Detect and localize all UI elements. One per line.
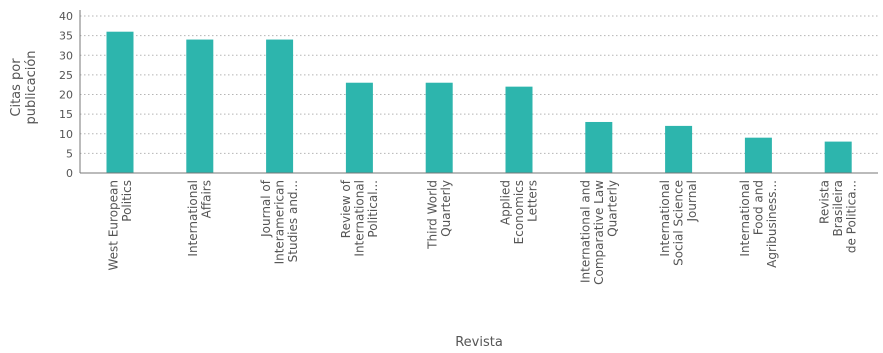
x-tick-label: InternationalAffairs xyxy=(186,180,214,257)
x-tick-label: International andComparative LawQuarterl… xyxy=(578,180,619,285)
bar xyxy=(106,31,134,174)
y-tick-label: 10 xyxy=(59,128,73,141)
bar xyxy=(425,82,453,173)
x-tick-label: Journal ofInteramericanStudies and... xyxy=(259,179,300,264)
y-tick-label: 15 xyxy=(59,108,73,121)
y-tick-label: 25 xyxy=(59,69,73,82)
x-axis-title: Revista xyxy=(455,335,503,350)
bars xyxy=(106,31,852,174)
bar xyxy=(505,86,533,173)
bar xyxy=(266,39,294,173)
x-tick-label: InternationalFood andAgribusiness... xyxy=(738,180,779,268)
x-tick-label: RevistaBrasileirade Politica... xyxy=(818,180,859,253)
y-tick-label: 30 xyxy=(59,49,73,62)
y-tick-labels: 0 5 10 15 20 25 30 35 40 xyxy=(59,10,73,180)
y-tick-label: 5 xyxy=(66,147,73,160)
x-tick-label: West EuropeanPolitics xyxy=(106,180,134,270)
bar xyxy=(824,141,852,173)
bar xyxy=(186,39,214,173)
y-tick-label: 20 xyxy=(59,89,73,102)
bar xyxy=(665,125,693,173)
x-tick-label: InternationalSocial ScienceJournal xyxy=(658,180,699,266)
y-tick-label: 35 xyxy=(59,30,73,43)
x-tick-label: AppliedEconomicsLetters xyxy=(499,180,540,244)
bar xyxy=(744,137,772,173)
bar xyxy=(585,121,613,173)
y-tick-label: 40 xyxy=(59,10,73,23)
y-axis-title: Citas porpublicación xyxy=(9,50,39,124)
x-tick-label: Third WorldQuarterly xyxy=(425,180,453,250)
y-tick-label: 0 xyxy=(66,167,73,180)
bar xyxy=(345,82,373,173)
x-tick-label: Review ofInternationalPolitical... xyxy=(339,179,380,256)
x-tick-labels: West EuropeanPolitics InternationalAffair… xyxy=(106,179,858,285)
